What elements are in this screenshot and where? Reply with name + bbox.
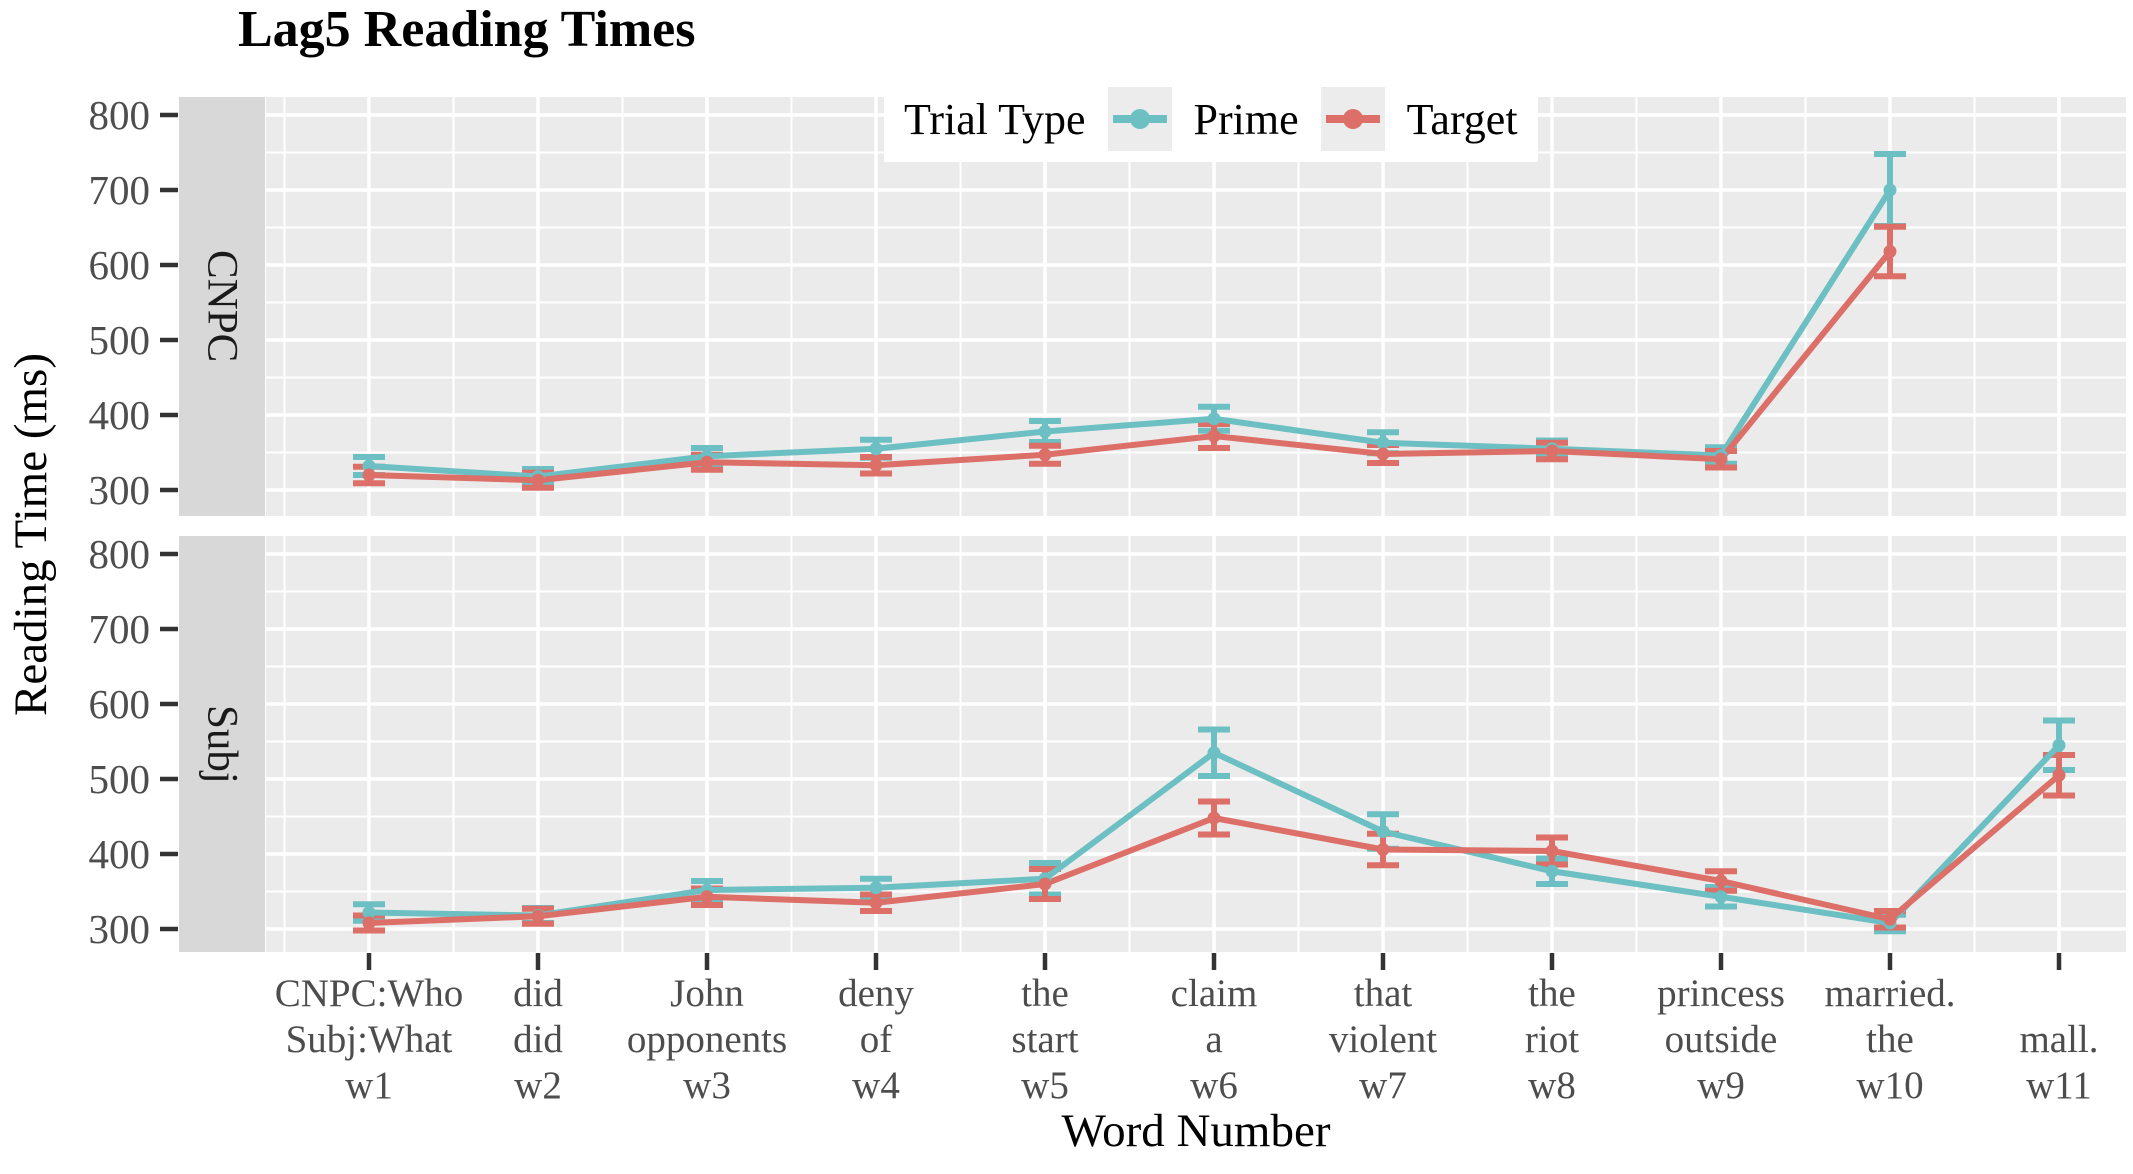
data-point-target xyxy=(700,890,714,904)
data-point-target xyxy=(1376,447,1390,461)
data-point-target xyxy=(531,473,545,487)
x-tick-label: w1 xyxy=(345,1064,393,1107)
y-tick-label: 500 xyxy=(89,756,151,802)
legend-key-prime-icon xyxy=(1107,87,1172,151)
data-point-target xyxy=(1883,912,1897,926)
data-point-target xyxy=(1038,877,1052,891)
data-point-prime xyxy=(1883,183,1897,197)
x-tick-label: w3 xyxy=(683,1064,731,1107)
y-tick-label: 600 xyxy=(89,681,151,727)
data-point-target xyxy=(1376,843,1390,856)
x-tick-label: a xyxy=(1205,1018,1222,1061)
data-point-prime xyxy=(1376,436,1390,450)
y-tick-label: 300 xyxy=(89,906,151,952)
y-tick-label: 700 xyxy=(89,606,151,652)
facet-strip-subj: Subj xyxy=(179,536,265,952)
x-tick-label: that xyxy=(1354,972,1413,1015)
x-tick-label: w7 xyxy=(1359,1064,1407,1107)
data-point-target xyxy=(362,468,376,482)
y-tick-label: 800 xyxy=(89,92,151,138)
x-tick-label: the xyxy=(1021,972,1069,1015)
data-point-prime xyxy=(2052,738,2066,752)
data-point-target xyxy=(1714,452,1728,466)
facet-strip-subj-label: Subj xyxy=(198,704,246,784)
x-tick-label: w6 xyxy=(1190,1064,1238,1107)
y-tick-label: 400 xyxy=(89,831,151,877)
y-tick-label: 400 xyxy=(89,392,151,438)
data-point-prime xyxy=(1376,825,1390,838)
chart-title: Lag5 Reading Times xyxy=(238,1,696,58)
data-point-prime xyxy=(1545,864,1559,878)
x-tick-label: claim xyxy=(1171,972,1258,1015)
x-tick-label: Subj:What xyxy=(286,1018,453,1061)
y-tick-label: 800 xyxy=(89,531,151,577)
x-tick-label: opponents xyxy=(627,1018,787,1061)
x-tick-label: start xyxy=(1011,1018,1078,1061)
x-tick-label: w2 xyxy=(514,1064,562,1107)
x-tick-label: outside xyxy=(1665,1018,1778,1061)
x-tick-label: did xyxy=(513,972,563,1015)
legend-label-prime: Prime xyxy=(1193,94,1299,144)
x-tick-label: w10 xyxy=(1856,1064,1923,1107)
x-tick-label: deny xyxy=(838,972,914,1015)
legend-label-target: Target xyxy=(1406,94,1518,144)
data-point-prime xyxy=(362,459,376,473)
data-point-target xyxy=(700,455,714,469)
x-tick-label: married. xyxy=(1824,972,1955,1015)
x-tick-label: riot xyxy=(1525,1018,1579,1061)
legend-key-target-icon xyxy=(1320,87,1385,151)
data-point-prime xyxy=(869,881,883,895)
data-point-target xyxy=(1883,245,1897,258)
x-tick-label: w8 xyxy=(1528,1064,1576,1107)
data-point-target xyxy=(869,458,883,472)
facet-strip-cnpc: CNPC xyxy=(179,97,265,516)
y-tick-label: 500 xyxy=(89,317,151,363)
series-line-target xyxy=(368,249,1893,484)
data-point-target xyxy=(1207,429,1221,443)
x-tick-label: the xyxy=(1866,1018,1914,1061)
y-tick-label: 300 xyxy=(89,467,151,513)
data-point-target xyxy=(1714,874,1728,888)
x-tick-label: did xyxy=(513,1018,563,1061)
data-point-prime xyxy=(1038,425,1052,438)
legend-title: Trial Type xyxy=(904,94,1086,144)
data-point-target xyxy=(1545,844,1559,858)
data-point-target xyxy=(1545,444,1559,458)
x-tick-label: CNPC:Who xyxy=(275,972,464,1015)
legend: Trial Type Prime Target xyxy=(884,76,1538,162)
x-tick-label: violent xyxy=(1329,1018,1437,1061)
data-point-prime xyxy=(1207,746,1221,760)
data-point-target xyxy=(362,916,376,930)
data-point-target xyxy=(1207,811,1221,825)
x-tick-label: w9 xyxy=(1697,1064,1745,1107)
y-tick-label: 600 xyxy=(89,242,151,288)
x-tick-label: princess xyxy=(1657,972,1785,1015)
x-tick-label: w11 xyxy=(2026,1064,2092,1107)
x-tick-label: mall. xyxy=(2019,1018,2098,1061)
x-tick-label: w4 xyxy=(852,1064,900,1107)
data-point-target xyxy=(2052,768,2066,782)
data-point-target xyxy=(531,909,545,923)
data-point-prime xyxy=(362,906,376,919)
x-axis-title: Word Number xyxy=(1061,1105,1331,1157)
data-point-prime xyxy=(869,442,883,456)
data-point-prime xyxy=(1714,890,1728,904)
data-point-target xyxy=(1038,448,1052,462)
data-point-target xyxy=(869,896,883,910)
y-tick-label: 700 xyxy=(89,167,151,213)
x-tick-label: of xyxy=(860,1018,893,1061)
panel-subj xyxy=(266,536,2126,952)
x-tick-label: the xyxy=(1528,972,1576,1015)
x-tick-label: John xyxy=(670,972,744,1015)
data-point-prime xyxy=(1207,412,1221,426)
facet-strip-cnpc-label: CNPC xyxy=(198,250,246,363)
x-tick-label: w5 xyxy=(1021,1064,1069,1107)
